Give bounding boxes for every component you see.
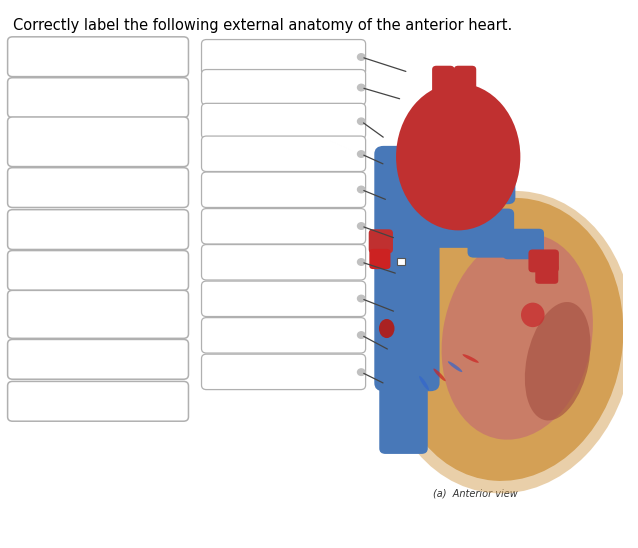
Ellipse shape bbox=[379, 319, 394, 338]
Circle shape bbox=[357, 332, 365, 338]
Circle shape bbox=[357, 295, 365, 302]
FancyBboxPatch shape bbox=[397, 258, 404, 265]
FancyBboxPatch shape bbox=[418, 116, 471, 225]
Circle shape bbox=[357, 84, 365, 91]
FancyBboxPatch shape bbox=[535, 264, 558, 284]
FancyBboxPatch shape bbox=[503, 229, 544, 259]
FancyBboxPatch shape bbox=[202, 209, 366, 244]
Text: (a)  Anterior view: (a) Anterior view bbox=[433, 489, 518, 499]
Ellipse shape bbox=[521, 302, 545, 327]
FancyBboxPatch shape bbox=[202, 104, 366, 139]
FancyBboxPatch shape bbox=[8, 168, 188, 208]
Ellipse shape bbox=[463, 354, 478, 363]
Text: Right ventricle: Right ventricle bbox=[55, 91, 142, 104]
Text: Aortic arch: Aortic arch bbox=[66, 264, 130, 277]
FancyBboxPatch shape bbox=[8, 78, 188, 117]
FancyBboxPatch shape bbox=[8, 117, 188, 167]
Circle shape bbox=[357, 222, 365, 229]
FancyBboxPatch shape bbox=[202, 354, 366, 390]
Text: Superior vena cava: Superior vena cava bbox=[41, 50, 155, 63]
Ellipse shape bbox=[441, 233, 593, 439]
FancyBboxPatch shape bbox=[528, 249, 559, 272]
FancyBboxPatch shape bbox=[202, 136, 366, 172]
FancyBboxPatch shape bbox=[375, 146, 440, 391]
FancyBboxPatch shape bbox=[202, 70, 366, 105]
FancyBboxPatch shape bbox=[202, 281, 366, 317]
Text: Coronary sulcus: Coronary sulcus bbox=[50, 223, 145, 236]
FancyBboxPatch shape bbox=[468, 209, 514, 258]
FancyBboxPatch shape bbox=[369, 249, 390, 269]
FancyBboxPatch shape bbox=[8, 37, 188, 77]
FancyBboxPatch shape bbox=[202, 39, 366, 75]
FancyBboxPatch shape bbox=[8, 381, 188, 421]
FancyBboxPatch shape bbox=[202, 172, 366, 208]
Text: Branches of the right
pulmonary artery: Branches of the right pulmonary artery bbox=[36, 128, 161, 156]
Ellipse shape bbox=[433, 368, 446, 381]
FancyBboxPatch shape bbox=[202, 318, 366, 353]
Text: Correctly label the following external anatomy of the anterior heart.: Correctly label the following external a… bbox=[13, 18, 512, 33]
Circle shape bbox=[357, 369, 365, 375]
Text: Right pulmonary
veins: Right pulmonary veins bbox=[48, 300, 147, 328]
Circle shape bbox=[357, 118, 365, 124]
FancyBboxPatch shape bbox=[369, 229, 393, 253]
FancyBboxPatch shape bbox=[420, 205, 491, 248]
FancyBboxPatch shape bbox=[8, 290, 188, 338]
FancyBboxPatch shape bbox=[379, 367, 427, 454]
Ellipse shape bbox=[396, 83, 521, 230]
Circle shape bbox=[357, 54, 365, 60]
FancyBboxPatch shape bbox=[8, 210, 188, 249]
Text: Right auricle: Right auricle bbox=[61, 181, 136, 194]
Ellipse shape bbox=[419, 376, 429, 390]
Ellipse shape bbox=[392, 198, 623, 481]
Circle shape bbox=[357, 259, 365, 265]
Text: Right atrium: Right atrium bbox=[61, 395, 135, 408]
Ellipse shape bbox=[525, 302, 591, 420]
Ellipse shape bbox=[448, 361, 463, 372]
FancyBboxPatch shape bbox=[454, 66, 476, 109]
FancyBboxPatch shape bbox=[454, 161, 516, 204]
FancyBboxPatch shape bbox=[202, 244, 366, 280]
FancyBboxPatch shape bbox=[8, 250, 188, 290]
Circle shape bbox=[357, 151, 365, 157]
FancyBboxPatch shape bbox=[432, 66, 454, 114]
FancyBboxPatch shape bbox=[8, 339, 188, 379]
Circle shape bbox=[357, 186, 365, 193]
Text: Inferior vena cava: Inferior vena cava bbox=[45, 353, 152, 366]
